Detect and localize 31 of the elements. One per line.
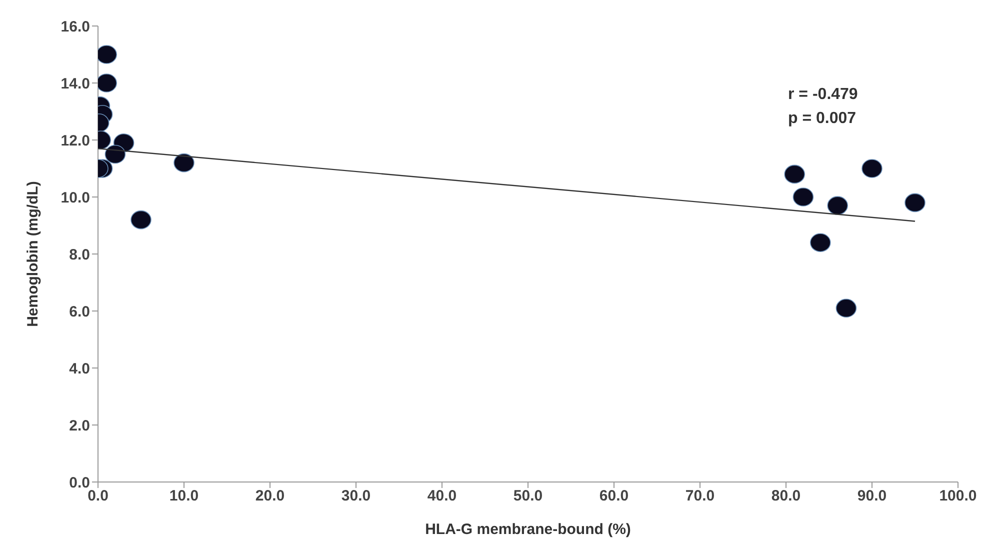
y-tick-label: 16.0 (60, 18, 90, 36)
y-tick-label: 6.0 (69, 303, 90, 320)
x-tick-label: 20.0 (255, 488, 285, 505)
y-tick-label: 2.0 (69, 417, 90, 434)
y-tick-label: 8.0 (69, 246, 90, 264)
x-tick-label: 10.0 (169, 488, 199, 505)
x-tick-label: 90.0 (857, 488, 887, 505)
x-axis-title: HLA-G membrane-bound (%) (425, 521, 631, 538)
y-tick-label: 12.0 (60, 132, 90, 150)
x-tick-label: 50.0 (513, 488, 543, 505)
y-tick-label: 14.0 (60, 75, 90, 92)
x-tick-label: 0.0 (88, 488, 108, 505)
annotation: r = -0.479 (788, 86, 858, 104)
point (836, 298, 857, 318)
point (784, 164, 805, 184)
y-tick-label: 10.0 (60, 189, 90, 206)
x-tick-label: 40.0 (427, 488, 457, 505)
point (862, 159, 882, 178)
x-tick-label: 30.0 (341, 488, 371, 505)
point (827, 196, 848, 215)
x-tick-label: 60.0 (599, 488, 629, 505)
y-tick-label: 4.0 (69, 360, 90, 378)
point (810, 233, 831, 252)
x-tick-label: 80.0 (771, 488, 801, 505)
point (904, 193, 926, 212)
y-axis-title: Hemoglobin (mg/dL) (24, 181, 42, 327)
x-tick-label: 100.0 (939, 488, 977, 505)
annotation: p = 0.007 (788, 110, 856, 128)
y-tick-label: 0.0 (69, 474, 90, 492)
x-tick-label: 70.0 (685, 488, 715, 505)
point (792, 188, 814, 206)
